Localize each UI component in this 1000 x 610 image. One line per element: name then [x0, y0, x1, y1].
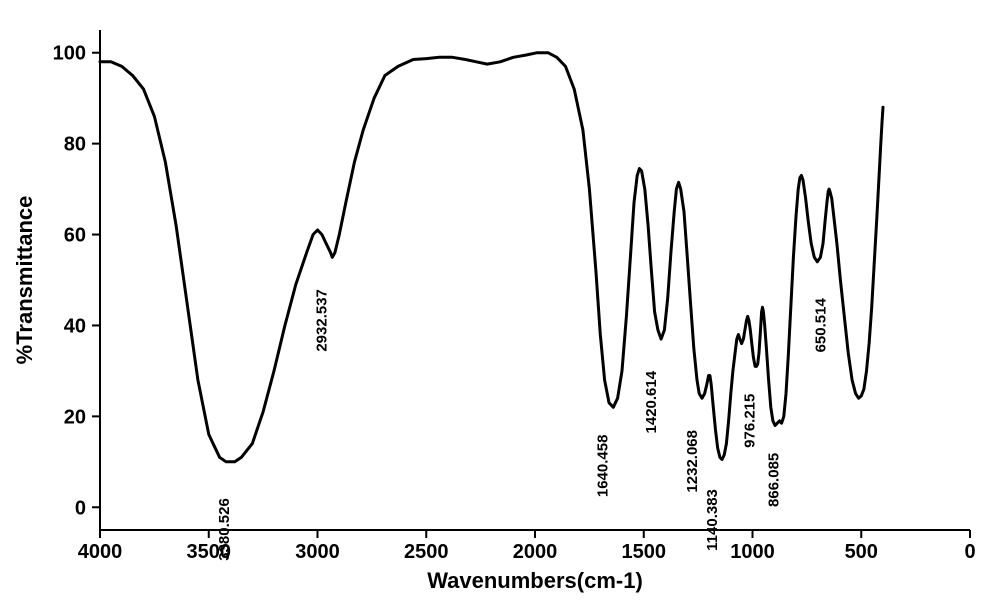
- svg-text:0: 0: [964, 541, 975, 563]
- peak-label: 1420.614: [643, 370, 660, 433]
- svg-text:80: 80: [64, 134, 86, 156]
- svg-text:40: 40: [64, 315, 86, 337]
- svg-text:1000: 1000: [730, 541, 775, 563]
- peak-label: 866.085: [766, 453, 783, 507]
- peak-label: 2932.537: [313, 289, 330, 352]
- svg-text:2500: 2500: [404, 541, 449, 563]
- svg-text:60: 60: [64, 225, 86, 247]
- spectrum-svg: 4000350030002500200015001000500002040608…: [0, 0, 1000, 610]
- svg-text:3000: 3000: [295, 541, 340, 563]
- peak-label: 1232.068: [684, 430, 701, 493]
- peak-label: 1640.458: [594, 435, 611, 498]
- svg-text:20: 20: [64, 406, 86, 428]
- svg-text:100: 100: [53, 43, 86, 65]
- svg-text:500: 500: [845, 541, 878, 563]
- svg-text:2000: 2000: [513, 541, 558, 563]
- spectrum-curve: [100, 53, 883, 462]
- svg-text:0: 0: [75, 497, 86, 519]
- svg-text:1500: 1500: [622, 541, 667, 563]
- ftir-spectrum-chart: 4000350030002500200015001000500002040608…: [0, 0, 1000, 610]
- peak-label: 3380.526: [216, 498, 233, 561]
- peak-label: 650.514: [813, 298, 830, 353]
- svg-text:4000: 4000: [78, 541, 123, 563]
- x-axis-label: Wavenumbers(cm-1): [427, 568, 643, 593]
- y-axis-label: %Transmittance: [12, 196, 37, 365]
- peak-label: 976.215: [742, 394, 759, 448]
- peak-label: 1140.383: [704, 489, 721, 551]
